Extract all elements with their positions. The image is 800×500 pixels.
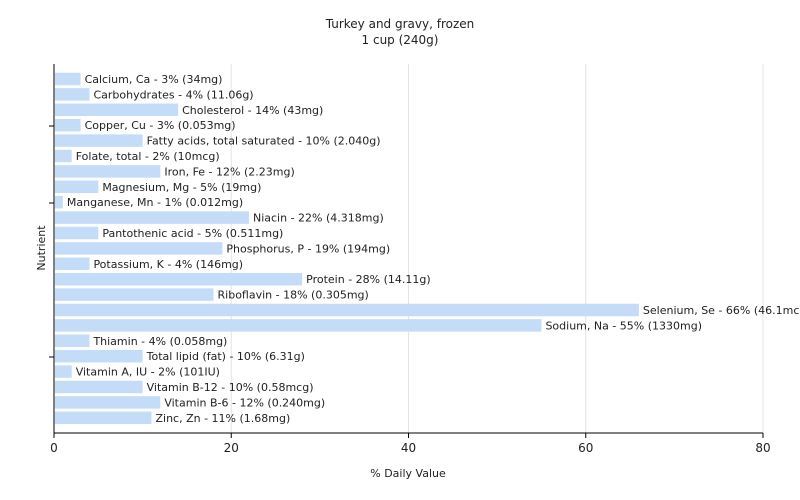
bar (55, 195, 63, 209)
bar (55, 134, 143, 147)
bar-label: Niacin - 22% (4.318mg) (253, 212, 384, 225)
bar (55, 180, 99, 194)
bar-label: Sodium, Na - 55% (1330mg) (545, 319, 702, 332)
bar-label: Riboflavin - 18% (0.305mg) (218, 289, 369, 302)
bar-label: Potassium, K - 4% (146mg) (93, 258, 243, 271)
bar (55, 349, 143, 363)
bar (55, 396, 161, 409)
bar (55, 165, 161, 178)
bar-label: Iron, Fe - 12% (2.23mg) (164, 165, 294, 178)
bar-label: Cholesterol - 14% (43mg) (182, 104, 323, 117)
bar-label: Protein - 28% (14.11g) (306, 273, 431, 286)
bar (55, 226, 99, 240)
bar (55, 365, 72, 378)
y-axis-title: Nutrient (35, 225, 48, 271)
x-tick-label: 80 (755, 441, 770, 455)
bar (55, 288, 214, 301)
bar-label: Vitamin B-6 - 12% (0.240mg) (164, 396, 325, 409)
bar-label: Copper, Cu - 3% (0.053mg) (85, 119, 236, 132)
bar (55, 272, 303, 286)
bar-label: Pantothenic acid - 5% (0.511mg) (102, 227, 283, 240)
bar (55, 334, 90, 348)
bar (55, 242, 223, 255)
bar-label: Thiamin - 4% (0.058mg) (92, 335, 227, 348)
x-tick-label: 40 (401, 441, 416, 455)
bar-label: Manganese, Mn - 1% (0.012mg) (67, 196, 243, 209)
bar (55, 118, 81, 132)
x-tick-label: 0 (50, 441, 58, 455)
bar (55, 257, 90, 271)
grid-layer (230, 64, 764, 433)
bar (55, 411, 152, 425)
x-axis-title: % Daily Value (370, 467, 446, 480)
bar-label: Vitamin A, IU - 2% (101IU) (76, 366, 220, 379)
chart-title: Turkey and gravy, frozen (325, 17, 475, 31)
bar-label: Fatty acids, total saturated - 10% (2.04… (147, 135, 381, 148)
bar-label: Magnesium, Mg - 5% (19mg) (102, 181, 261, 194)
bar (55, 211, 249, 224)
bar-label: Phosphorus, P - 19% (194mg) (226, 242, 390, 255)
bar-label: Folate, total - 2% (10mcg) (76, 150, 220, 163)
bar-layer: Calcium, Ca - 3% (34mg) Carbohydrates - 4… (55, 72, 800, 425)
bar-label: Zinc, Zn - 11% (1.68mg) (155, 412, 290, 425)
x-tick-label: 60 (578, 441, 593, 455)
bar-label: Carbohydrates - 4% (11.06g) (93, 88, 253, 101)
axis-layer: 0 20 40 60 80 (49, 64, 771, 455)
x-tick-label: 20 (224, 441, 239, 455)
bar (55, 303, 639, 317)
bar (55, 88, 90, 101)
bar-label: Selenium, Se - 66% (46.1mcg) (643, 304, 800, 317)
bar (55, 149, 72, 163)
chart-subtitle: 1 cup (240g) (362, 33, 439, 47)
bar (55, 103, 179, 117)
bar (55, 319, 542, 332)
bar-label: Vitamin B-12 - 10% (0.58mcg) (147, 381, 314, 394)
bar-label: Total lipid (fat) - 10% (6.31g) (146, 350, 305, 363)
bar-label: Calcium, Ca - 3% (34mg) (85, 73, 223, 86)
bar (55, 72, 81, 86)
bar (55, 380, 143, 394)
